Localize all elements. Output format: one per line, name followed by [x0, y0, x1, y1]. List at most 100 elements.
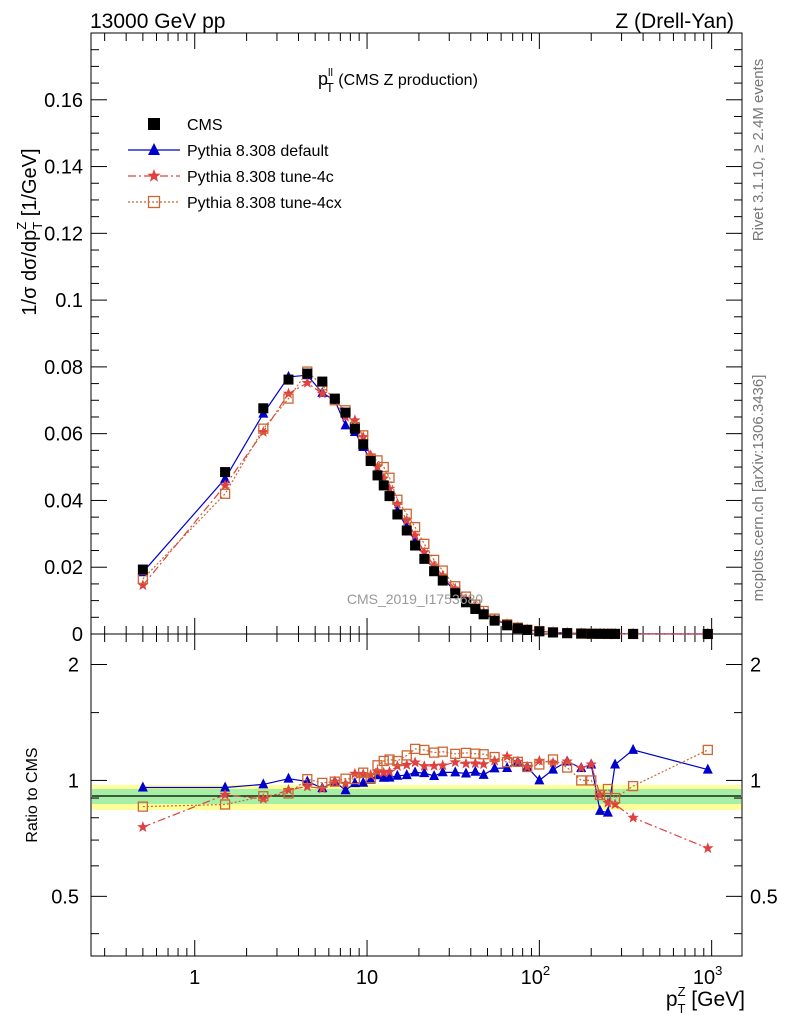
ratio-point: [410, 766, 421, 777]
ratio-point: [609, 792, 621, 804]
ratio-point: [576, 775, 587, 786]
data-point: [316, 387, 328, 399]
data-point: [301, 376, 313, 388]
y-tick-labels: 0 0.02 0.04 0.06 0.08 0.1 0.12 0.14 0.16 0.5 0.5 1 1…: [44, 90, 778, 909]
ratio-point: [470, 765, 481, 776]
ratio-point: [610, 758, 621, 769]
ratio-point: [521, 761, 533, 772]
ratio-point: [586, 775, 597, 786]
data-point: [429, 566, 440, 577]
ratio-point: [392, 769, 403, 780]
ratio-point: [419, 744, 430, 756]
rivet-label: Rivet 3.1.10, ≥ 2.4M events: [750, 59, 767, 242]
data-point: [372, 470, 383, 481]
data-point: [137, 579, 149, 591]
ratio-tick-label-right: 1: [750, 770, 761, 792]
ratio-point: [522, 761, 533, 773]
data-point: [449, 582, 461, 594]
ratio-point: [702, 763, 713, 774]
legend-label: Pythia 8.308 tune-4cx: [187, 195, 342, 212]
plot-title-sub: T: [326, 80, 334, 95]
y-tick-label: 0.02: [44, 557, 83, 579]
data-point: [283, 393, 294, 404]
data-point: [378, 461, 389, 473]
data-point: [302, 368, 313, 379]
data-point: [409, 529, 421, 541]
data-point: [340, 407, 351, 418]
y-label-sub: T: [30, 222, 45, 230]
data-point: [371, 461, 384, 472]
x-tick-exponent: 3: [715, 963, 722, 978]
ratio-point: [349, 773, 361, 785]
ratio-point: [534, 774, 545, 785]
data-point: [401, 525, 412, 536]
ratio-tick-label-left: 1: [68, 770, 79, 792]
series-cms: [137, 368, 713, 639]
data-point: [257, 426, 269, 437]
data-point: [460, 597, 471, 608]
y-tick-label: 0.1: [55, 290, 83, 312]
ratio-point: [384, 754, 395, 765]
data-point: [329, 393, 340, 404]
legend-label: CMS: [187, 117, 223, 134]
ratio-point: [460, 757, 472, 769]
ratio-point: [450, 766, 461, 777]
y-label-unit: [1/GeV]: [19, 148, 41, 221]
legend-label: Pythia 8.308 default: [187, 143, 329, 160]
data-point: [628, 628, 639, 639]
x-label-main: p: [666, 988, 678, 1011]
plot-title: pll T (CMS Z production): [318, 67, 478, 95]
ratio-point: [219, 799, 231, 810]
ratio-point: [301, 780, 313, 792]
y-tick-label: 0: [72, 624, 83, 646]
data-point: [365, 456, 376, 467]
ratio-point: [329, 775, 341, 787]
ratio-tick-label-right: 2: [750, 654, 761, 676]
ratio-uncertainty-band: [92, 785, 741, 810]
ratio-point: [478, 768, 489, 779]
x-tick-label: 102: [521, 963, 550, 989]
ratio-point: [383, 765, 396, 777]
x-label-sub: T: [678, 1001, 686, 1016]
ratio-point: [575, 762, 587, 773]
legend-marker: [148, 118, 160, 130]
ratio-point: [534, 759, 545, 770]
ratio-point: [627, 811, 639, 823]
data-point: [610, 628, 621, 639]
ratio-point: [437, 746, 448, 757]
header-left: 13000 GeV pp: [90, 10, 225, 33]
data-point: [358, 439, 369, 450]
x-tick-label: 1: [189, 967, 200, 989]
ratio-point: [365, 773, 376, 784]
data-point: [219, 479, 231, 491]
ratio-point: [429, 770, 440, 781]
legend-marker: [148, 143, 160, 155]
x-tick-base: 10: [693, 967, 715, 989]
ratio-point: [561, 755, 573, 767]
x-label-sup: Z: [678, 984, 686, 999]
ratio-point: [477, 758, 490, 770]
y-axis-label-top: 1/σ dσ/dpZT [1/GeV]: [14, 148, 45, 315]
ratio-point: [378, 766, 390, 778]
ratio-point: [329, 776, 340, 787]
ratio-point: [501, 750, 513, 762]
data-point: [602, 628, 613, 639]
ratio-point: [478, 749, 489, 760]
ratio-point: [401, 769, 412, 780]
ratio-point: [602, 796, 614, 808]
ratio-point: [702, 744, 713, 756]
ratio-point: [358, 776, 369, 787]
ratio-point: [419, 767, 430, 778]
ratio-point: [258, 778, 269, 789]
legend-marker: [147, 169, 161, 182]
ratio-point: [340, 784, 351, 795]
ratio-point: [547, 756, 559, 768]
data-point: [258, 403, 269, 414]
legend-label: Pythia 8.308 tune-4c: [187, 169, 334, 186]
ratio-point: [437, 766, 448, 777]
ratio-point: [428, 759, 440, 771]
data-point: [410, 540, 421, 551]
ratio-point: [137, 781, 148, 792]
watermark: CMS_2019_I1753680: [347, 591, 483, 607]
